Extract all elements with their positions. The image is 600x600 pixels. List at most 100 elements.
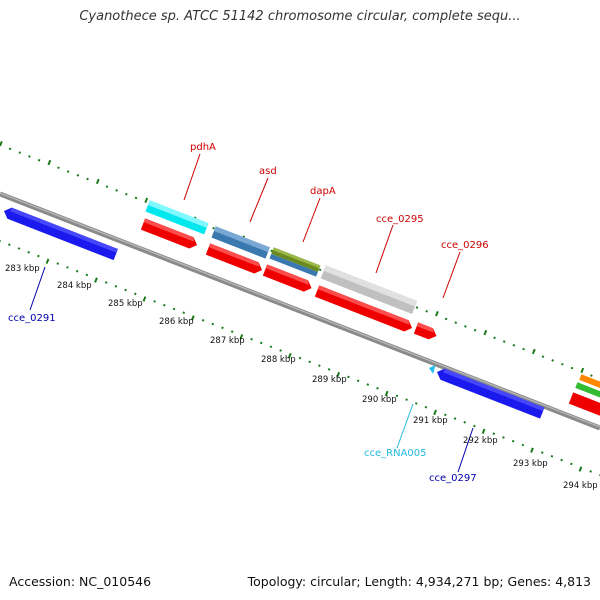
minor-tick	[376, 387, 379, 390]
minor-tick	[464, 325, 467, 328]
minor-tick	[502, 340, 506, 343]
minor-tick	[453, 417, 457, 420]
kbp-label: 289 kbp	[312, 375, 347, 385]
map-title: Cyanothece sp. ATCC 51142 chromosome cir…	[79, 9, 521, 24]
minor-tick	[57, 166, 60, 170]
minor-tick	[424, 405, 428, 409]
minor-tick	[76, 174, 80, 177]
major-tick	[580, 367, 585, 374]
gene-asd-feature[interactable]	[211, 226, 270, 259]
major-tick	[95, 178, 100, 185]
minor-tick	[522, 347, 525, 351]
major-tick	[45, 258, 50, 264]
minor-tick	[221, 326, 224, 330]
label-asd: asd	[259, 166, 277, 177]
minor-tick	[279, 349, 282, 352]
minor-tick	[27, 250, 30, 254]
minor-tick	[211, 322, 215, 326]
leader-cce_0295	[375, 224, 394, 274]
gene-cce_RNA005[interactable]	[428, 363, 437, 374]
minor-tick	[540, 451, 544, 454]
gene-edge-green[interactable]	[575, 382, 600, 403]
gene-dapA[interactable]	[262, 264, 314, 293]
minor-tick	[85, 273, 89, 277]
minor-tick	[463, 421, 467, 424]
minor-tick	[56, 262, 60, 265]
minor-tick	[75, 269, 79, 273]
major-tick	[578, 466, 583, 472]
minor-tick	[124, 288, 127, 292]
leader-cce_0296	[442, 251, 461, 299]
minor-tick	[250, 337, 253, 341]
major-tick	[191, 315, 195, 321]
minor-tick	[104, 281, 108, 284]
minor-tick	[37, 254, 40, 258]
minor-tick	[201, 318, 205, 322]
minor-tick	[347, 375, 350, 379]
leader-cce_0297	[457, 427, 474, 473]
minor-tick	[570, 462, 573, 466]
gene-cce_0291[interactable]	[2, 205, 118, 261]
major-tick	[239, 334, 244, 340]
minor-tick	[425, 310, 428, 313]
minor-tick	[570, 366, 574, 370]
minor-tick	[589, 470, 592, 473]
inner-tick-track	[0, 240, 600, 477]
gene-pdhA[interactable]	[140, 218, 199, 250]
gene-cce_0295-feature[interactable]	[320, 265, 418, 314]
major-tick	[483, 329, 488, 336]
minor-tick	[115, 189, 118, 192]
minor-tick	[37, 158, 41, 162]
minor-tick	[298, 356, 302, 360]
gene-cce_0295[interactable]	[314, 285, 414, 333]
accession-text: Accession: NC_010546	[9, 574, 152, 589]
gene-pdhA-feature[interactable]	[145, 200, 209, 235]
minor-tick	[134, 196, 138, 200]
gene-asd[interactable]	[205, 243, 264, 275]
minor-tick	[356, 379, 360, 383]
label-pdhA: pdhA	[190, 142, 216, 153]
major-tick	[336, 371, 341, 378]
kbp-label: 292 kbp	[463, 436, 498, 446]
kbp-label: 288 kbp	[261, 355, 296, 365]
minor-tick	[444, 413, 447, 417]
gene-cce_0296[interactable]	[413, 322, 439, 341]
kbp-scale-labels: 283 kbp 284 kbp 285 kbp 286 kbp 287 kbp …	[5, 264, 598, 491]
minor-tick	[114, 284, 118, 288]
chromosome-backbone	[0, 191, 600, 431]
kbp-label: 283 kbp	[5, 264, 40, 274]
minor-tick	[172, 307, 176, 311]
minor-tick	[66, 170, 70, 173]
kbp-label: 293 kbp	[513, 459, 548, 469]
minor-tick	[493, 336, 496, 340]
chromosome-backbone-highlight	[0, 192, 600, 428]
major-tick	[287, 353, 292, 359]
minor-tick	[366, 383, 370, 386]
minor-tick	[541, 355, 545, 358]
minor-tick	[414, 402, 418, 405]
major-tick	[530, 447, 534, 453]
minor-tick	[259, 341, 263, 345]
minor-tick	[8, 147, 12, 151]
major-tick	[481, 428, 486, 434]
minor-tick	[28, 155, 31, 158]
minor-tick	[473, 424, 476, 428]
gene-edge-red[interactable]	[568, 392, 600, 419]
minor-tick	[395, 394, 399, 398]
gene-dapA-feature[interactable]	[269, 247, 321, 277]
major-tick	[433, 409, 437, 416]
label-cce_0291: cce_0291	[8, 313, 56, 324]
topology-text: Topology: circular; Length: 4,934,271 bp…	[247, 574, 591, 589]
kbp-label: 286 kbp	[159, 317, 194, 327]
minor-tick	[318, 364, 321, 367]
gene-cce_0297[interactable]	[435, 366, 545, 419]
label-cce_RNA005: cce_RNA005	[364, 448, 427, 459]
minor-tick	[153, 300, 156, 303]
minor-tick	[18, 151, 22, 154]
minor-tick	[512, 344, 516, 347]
minor-tick	[492, 432, 496, 435]
minor-tick	[86, 177, 89, 181]
gene-edge-orange[interactable]	[579, 374, 600, 395]
